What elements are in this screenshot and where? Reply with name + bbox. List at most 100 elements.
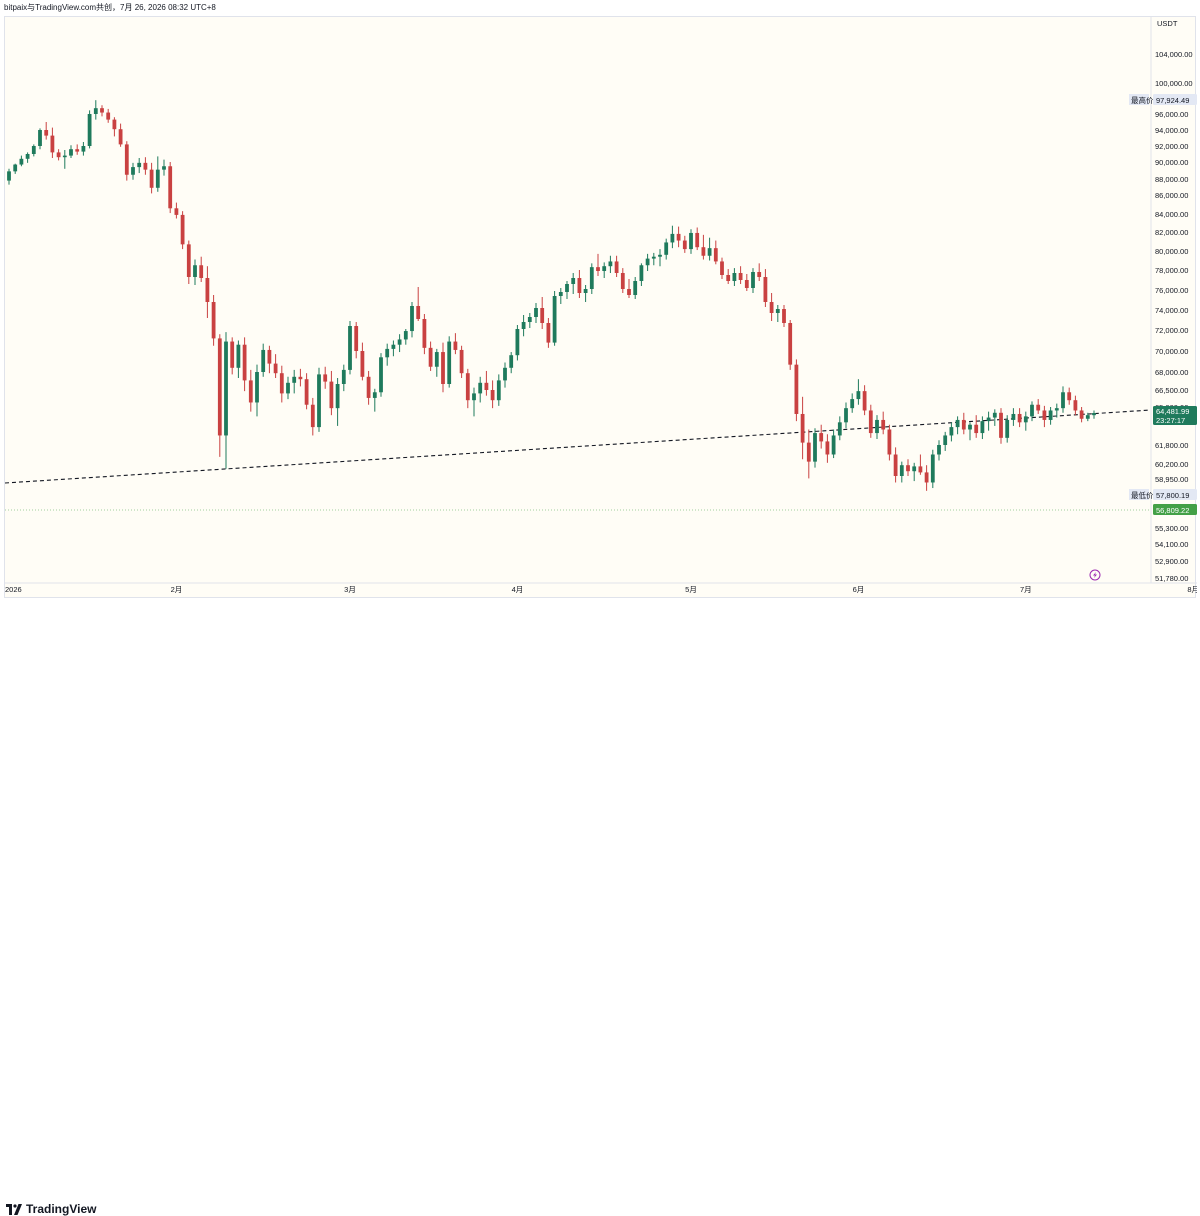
candle[interactable] xyxy=(19,155,24,167)
candle[interactable] xyxy=(292,369,297,394)
candle[interactable] xyxy=(205,266,210,318)
candle[interactable] xyxy=(664,238,669,260)
candle[interactable] xyxy=(13,163,18,174)
candle[interactable] xyxy=(670,225,675,249)
candle[interactable] xyxy=(236,340,241,379)
candle[interactable] xyxy=(465,368,470,409)
high-price-badge[interactable]: 97,924.49 xyxy=(1153,94,1197,105)
candle[interactable] xyxy=(844,402,848,429)
candle[interactable] xyxy=(360,342,365,381)
candle[interactable] xyxy=(478,376,483,403)
candle[interactable] xyxy=(124,141,129,181)
candle[interactable] xyxy=(788,320,793,370)
candle[interactable] xyxy=(1061,386,1065,413)
candle[interactable] xyxy=(472,387,476,417)
candle[interactable] xyxy=(341,364,346,392)
candle[interactable] xyxy=(391,340,396,357)
candle[interactable] xyxy=(881,411,886,435)
candle[interactable] xyxy=(217,334,222,457)
candle[interactable] xyxy=(763,269,768,307)
candle[interactable] xyxy=(961,412,966,435)
candle[interactable] xyxy=(782,305,786,327)
candle[interactable] xyxy=(118,123,123,147)
candle[interactable] xyxy=(955,416,960,435)
candle[interactable] xyxy=(992,409,997,426)
candle[interactable] xyxy=(527,313,532,328)
candle[interactable] xyxy=(893,447,898,483)
candle[interactable] xyxy=(651,252,656,266)
candle[interactable] xyxy=(627,279,631,298)
candle[interactable] xyxy=(819,424,824,449)
candle[interactable] xyxy=(534,303,538,323)
candle[interactable] xyxy=(255,364,259,417)
candle[interactable] xyxy=(416,287,421,321)
candle[interactable] xyxy=(1079,407,1084,423)
candle[interactable] xyxy=(540,297,545,329)
candle[interactable] xyxy=(372,388,377,412)
candle[interactable] xyxy=(379,353,383,397)
candle[interactable] xyxy=(496,374,501,406)
candle[interactable] xyxy=(968,422,972,441)
candle[interactable] xyxy=(434,348,439,377)
candle[interactable] xyxy=(100,105,104,117)
candle[interactable] xyxy=(199,256,204,282)
candle[interactable] xyxy=(943,431,948,451)
candle[interactable] xyxy=(980,416,985,440)
candle[interactable] xyxy=(428,341,433,371)
candle[interactable] xyxy=(620,268,625,293)
candle[interactable] xyxy=(1030,401,1034,422)
candle[interactable] xyxy=(633,277,638,299)
candle[interactable] xyxy=(38,128,42,150)
candle[interactable] xyxy=(577,270,582,298)
candle[interactable] xyxy=(899,461,904,483)
candle[interactable] xyxy=(769,293,774,321)
candle[interactable] xyxy=(608,255,613,273)
candle[interactable] xyxy=(348,321,352,375)
candle[interactable] xyxy=(856,379,861,405)
candle[interactable] xyxy=(112,117,117,137)
price-chart[interactable]: USDT 104,000.00 100,000.00 96,000.00 94,000.… xyxy=(5,17,1197,599)
candle[interactable] xyxy=(459,345,464,378)
candle[interactable] xyxy=(1048,407,1053,425)
candle[interactable] xyxy=(720,257,724,279)
candle[interactable] xyxy=(106,108,111,123)
candle[interactable] xyxy=(453,333,458,355)
candle[interactable] xyxy=(168,162,173,214)
candle[interactable] xyxy=(868,404,873,438)
candle[interactable] xyxy=(25,152,30,163)
candle[interactable] xyxy=(509,352,514,374)
candle[interactable] xyxy=(1042,405,1047,428)
candle[interactable] xyxy=(261,343,266,377)
candle[interactable] xyxy=(887,424,892,461)
candle[interactable] xyxy=(248,369,253,412)
candle[interactable] xyxy=(1017,408,1022,428)
candle[interactable] xyxy=(813,428,817,468)
candle[interactable] xyxy=(354,322,359,359)
trendline[interactable] xyxy=(5,409,1152,484)
candle[interactable] xyxy=(521,315,526,337)
candle[interactable] xyxy=(713,240,718,265)
candle[interactable] xyxy=(366,370,371,405)
candle[interactable] xyxy=(658,249,662,267)
candle[interactable] xyxy=(565,281,569,299)
candle[interactable] xyxy=(701,234,706,260)
candle[interactable] xyxy=(1023,411,1028,431)
candle[interactable] xyxy=(50,127,55,158)
candle[interactable] xyxy=(317,367,321,432)
candle[interactable] xyxy=(862,385,867,416)
candle[interactable] xyxy=(56,149,61,161)
candle[interactable] xyxy=(155,156,160,192)
candle[interactable] xyxy=(490,380,495,409)
candle[interactable] xyxy=(831,429,836,459)
candle[interactable] xyxy=(422,314,427,355)
candle[interactable] xyxy=(744,274,749,291)
candle[interactable] xyxy=(323,366,328,389)
candle[interactable] xyxy=(1092,410,1096,419)
candle[interactable] xyxy=(335,378,340,426)
candle[interactable] xyxy=(515,325,520,361)
candle[interactable] xyxy=(441,342,445,393)
lightning-icon[interactable] xyxy=(1089,569,1101,581)
candle[interactable] xyxy=(162,159,166,176)
candle[interactable] xyxy=(596,253,600,276)
candle[interactable] xyxy=(738,266,743,284)
